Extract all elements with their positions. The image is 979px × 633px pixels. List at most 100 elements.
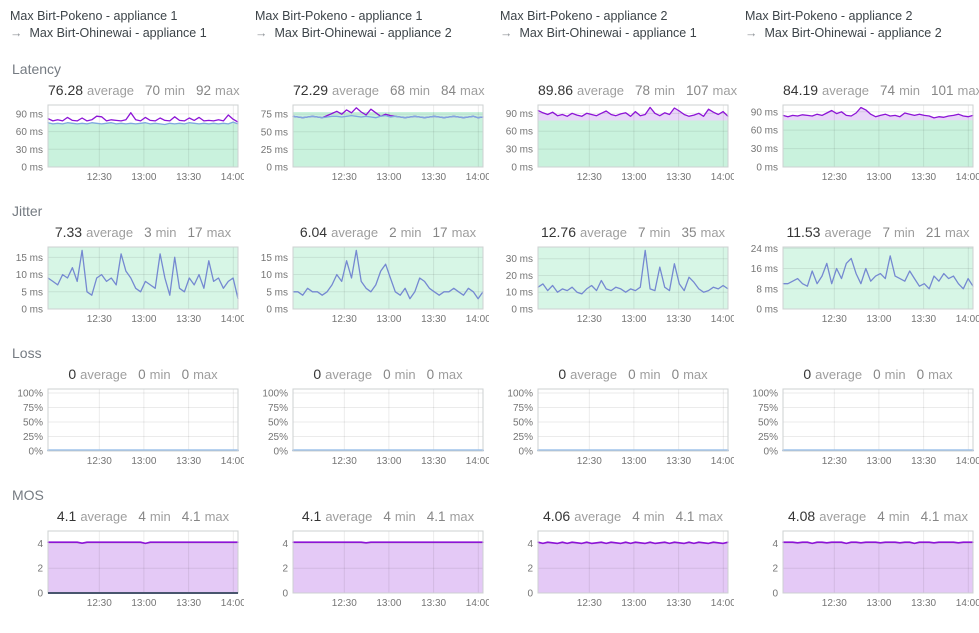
svg-text:15 ms: 15 ms bbox=[261, 253, 288, 264]
path-source: Max Birt-Pokeno - appliance 1 bbox=[255, 9, 423, 23]
path-header-3: Max Birt-Pokeno - appliance 2 → Max Birt-… bbox=[490, 8, 734, 42]
svg-text:100%: 100% bbox=[507, 389, 533, 400]
svg-text:75%: 75% bbox=[513, 403, 533, 414]
svg-text:12:30: 12:30 bbox=[332, 172, 357, 183]
svg-text:90 ms: 90 ms bbox=[16, 109, 43, 120]
svg-text:13:00: 13:00 bbox=[621, 172, 646, 183]
loss-section: Loss 0 average 0 min 0 max 0% 25% 50% 75% 100% 12:… bbox=[0, 345, 979, 468]
svg-text:100%: 100% bbox=[262, 389, 288, 400]
svg-text:14:00: 14:00 bbox=[221, 456, 244, 467]
loss-chart-1[interactable]: 0% 25% 50% 75% 100% 12:30 13:00 13:30 14:00 bbox=[0, 386, 244, 468]
section-label-mos: MOS bbox=[12, 487, 44, 503]
chart-cell: 84.19 average 74 min 101 max 0 ms 30 ms 60 ms 90… bbox=[735, 80, 979, 184]
svg-text:13:30: 13:30 bbox=[911, 598, 936, 609]
chart-stats: 4.1 average 4 min 4.1 max bbox=[301, 508, 475, 524]
svg-text:12:30: 12:30 bbox=[332, 598, 357, 609]
svg-text:13:30: 13:30 bbox=[666, 172, 691, 183]
jitter-chart-3[interactable]: 0 ms 10 ms 20 ms 30 ms 12:30 13:00 13:30 14:00 bbox=[490, 244, 734, 326]
mos-chart-2[interactable]: 0 2 4 12:30 13:00 13:30 14:00 bbox=[245, 528, 489, 610]
chart-stats: 7.33 average 3 min 17 max bbox=[54, 224, 232, 240]
jitter-chart-4[interactable]: 0 ms 8 ms 16 ms 24 ms 12:30 13:00 13:30 14:00 bbox=[735, 244, 979, 326]
chart-cell: 0 average 0 min 0 max 0% 25% 50% 75% 100% 12:30 13:… bbox=[0, 364, 244, 468]
svg-text:12:30: 12:30 bbox=[332, 314, 357, 325]
svg-text:4: 4 bbox=[282, 539, 288, 550]
svg-text:10 ms: 10 ms bbox=[16, 270, 43, 281]
svg-text:13:00: 13:00 bbox=[866, 172, 891, 183]
svg-text:13:30: 13:30 bbox=[421, 314, 446, 325]
svg-text:13:30: 13:30 bbox=[421, 456, 446, 467]
svg-text:14:00: 14:00 bbox=[956, 172, 979, 183]
svg-text:14:00: 14:00 bbox=[711, 314, 734, 325]
svg-text:13:00: 13:00 bbox=[376, 598, 401, 609]
svg-text:2: 2 bbox=[772, 564, 778, 575]
path-header-2: Max Birt-Pokeno - appliance 1 → Max Birt-… bbox=[245, 8, 489, 42]
svg-text:13:30: 13:30 bbox=[176, 598, 201, 609]
svg-text:15 ms: 15 ms bbox=[16, 253, 43, 264]
svg-text:0 ms: 0 ms bbox=[511, 305, 533, 316]
svg-text:12:30: 12:30 bbox=[87, 598, 112, 609]
svg-text:12:30: 12:30 bbox=[87, 314, 112, 325]
latency-chart-2[interactable]: 0 ms 25 ms 50 ms 75 ms 12:30 13:00 13:30 14:00 bbox=[245, 102, 489, 184]
section-label-loss: Loss bbox=[12, 345, 42, 361]
svg-text:4: 4 bbox=[772, 539, 778, 550]
svg-text:0 ms: 0 ms bbox=[511, 163, 533, 174]
latency-chart-1[interactable]: 0 ms 30 ms 60 ms 90 ms 12:30 13:00 13:30 14:00 bbox=[0, 102, 244, 184]
svg-text:8 ms: 8 ms bbox=[756, 284, 778, 295]
svg-text:5 ms: 5 ms bbox=[21, 287, 43, 298]
svg-text:50%: 50% bbox=[758, 418, 778, 429]
svg-text:13:00: 13:00 bbox=[621, 456, 646, 467]
svg-text:14:00: 14:00 bbox=[466, 456, 489, 467]
path-header-1: Max Birt-Pokeno - appliance 1 → Max Birt-… bbox=[0, 8, 244, 42]
jitter-chart-1[interactable]: 0 ms 5 ms 10 ms 15 ms 12:30 13:00 13:30 14:00 bbox=[0, 244, 244, 326]
svg-text:4: 4 bbox=[37, 539, 43, 550]
path-headers: Max Birt-Pokeno - appliance 1 → Max Birt-… bbox=[0, 8, 979, 42]
mos-chart-3[interactable]: 0 2 4 12:30 13:00 13:30 14:00 bbox=[490, 528, 734, 610]
svg-text:5 ms: 5 ms bbox=[266, 287, 288, 298]
svg-text:14:00: 14:00 bbox=[956, 598, 979, 609]
svg-text:0 ms: 0 ms bbox=[21, 305, 43, 316]
chart-stats: 6.04 average 2 min 17 max bbox=[299, 224, 477, 240]
path-source: Max Birt-Pokeno - appliance 1 bbox=[10, 9, 178, 23]
chart-cell: 12.76 average 7 min 35 max 0 ms 10 ms 20 ms 30 m… bbox=[490, 222, 734, 326]
path-destination: Max Birt-Ohinewai - appliance 1 bbox=[29, 26, 207, 40]
svg-text:12:30: 12:30 bbox=[577, 598, 602, 609]
svg-text:13:00: 13:00 bbox=[131, 598, 156, 609]
chart-cell: 4.1 average 4 min 4.1 max 0 2 4 12:30 13:00 13:30 1… bbox=[245, 506, 489, 610]
svg-text:75%: 75% bbox=[758, 403, 778, 414]
chart-stats: 4.1 average 4 min 4.1 max bbox=[56, 508, 230, 524]
svg-text:60 ms: 60 ms bbox=[16, 127, 43, 138]
svg-text:12:30: 12:30 bbox=[822, 456, 847, 467]
mos-chart-4[interactable]: 0 2 4 12:30 13:00 13:30 14:00 bbox=[735, 528, 979, 610]
chart-stats: 11.53 average 7 min 21 max bbox=[786, 224, 970, 240]
arrow-icon: → bbox=[500, 26, 513, 40]
loss-chart-4[interactable]: 0% 25% 50% 75% 100% 12:30 13:00 13:30 14:00 bbox=[735, 386, 979, 468]
latency-chart-4[interactable]: 0 ms 30 ms 60 ms 90 ms 12:30 13:00 13:30 14:00 bbox=[735, 102, 979, 184]
svg-text:13:30: 13:30 bbox=[911, 314, 936, 325]
svg-text:0: 0 bbox=[772, 589, 778, 600]
chart-stats: 4.08 average 4 min 4.1 max bbox=[787, 508, 969, 524]
jitter-chart-2[interactable]: 0 ms 5 ms 10 ms 15 ms 12:30 13:00 13:30 14:00 bbox=[245, 244, 489, 326]
path-destination: Max Birt-Ohinewai - appliance 2 bbox=[764, 26, 942, 40]
svg-text:13:00: 13:00 bbox=[376, 172, 401, 183]
svg-text:0 ms: 0 ms bbox=[266, 305, 288, 316]
svg-text:25%: 25% bbox=[513, 432, 533, 443]
svg-text:13:30: 13:30 bbox=[911, 456, 936, 467]
svg-text:13:30: 13:30 bbox=[911, 172, 936, 183]
svg-text:12:30: 12:30 bbox=[577, 314, 602, 325]
svg-text:13:00: 13:00 bbox=[866, 598, 891, 609]
svg-text:13:30: 13:30 bbox=[666, 598, 691, 609]
chart-cell: 4.08 average 4 min 4.1 max 0 2 4 12:30 13:00 13:30… bbox=[735, 506, 979, 610]
loss-chart-2[interactable]: 0% 25% 50% 75% 100% 12:30 13:00 13:30 14:00 bbox=[245, 386, 489, 468]
arrow-icon: → bbox=[255, 26, 268, 40]
chart-cell: 76.28 average 70 min 92 max 0 ms 30 ms 60 ms 90 … bbox=[0, 80, 244, 184]
mos-chart-1[interactable]: 0 2 4 12:30 13:00 13:30 14:00 bbox=[0, 528, 244, 610]
path-header-4: Max Birt-Pokeno - appliance 2 → Max Birt-… bbox=[735, 8, 979, 42]
svg-text:13:30: 13:30 bbox=[421, 598, 446, 609]
section-label-latency: Latency bbox=[12, 61, 62, 77]
latency-chart-3[interactable]: 0 ms 30 ms 60 ms 90 ms 12:30 13:00 13:30 14:00 bbox=[490, 102, 734, 184]
chart-cell: 0 average 0 min 0 max 0% 25% 50% 75% 100% 12:30 13:… bbox=[245, 364, 489, 468]
loss-chart-3[interactable]: 0% 25% 50% 75% 100% 12:30 13:00 13:30 14:00 bbox=[490, 386, 734, 468]
svg-text:12:30: 12:30 bbox=[822, 314, 847, 325]
chart-stats: 72.29 average 68 min 84 max bbox=[293, 82, 485, 98]
svg-text:14:00: 14:00 bbox=[956, 456, 979, 467]
